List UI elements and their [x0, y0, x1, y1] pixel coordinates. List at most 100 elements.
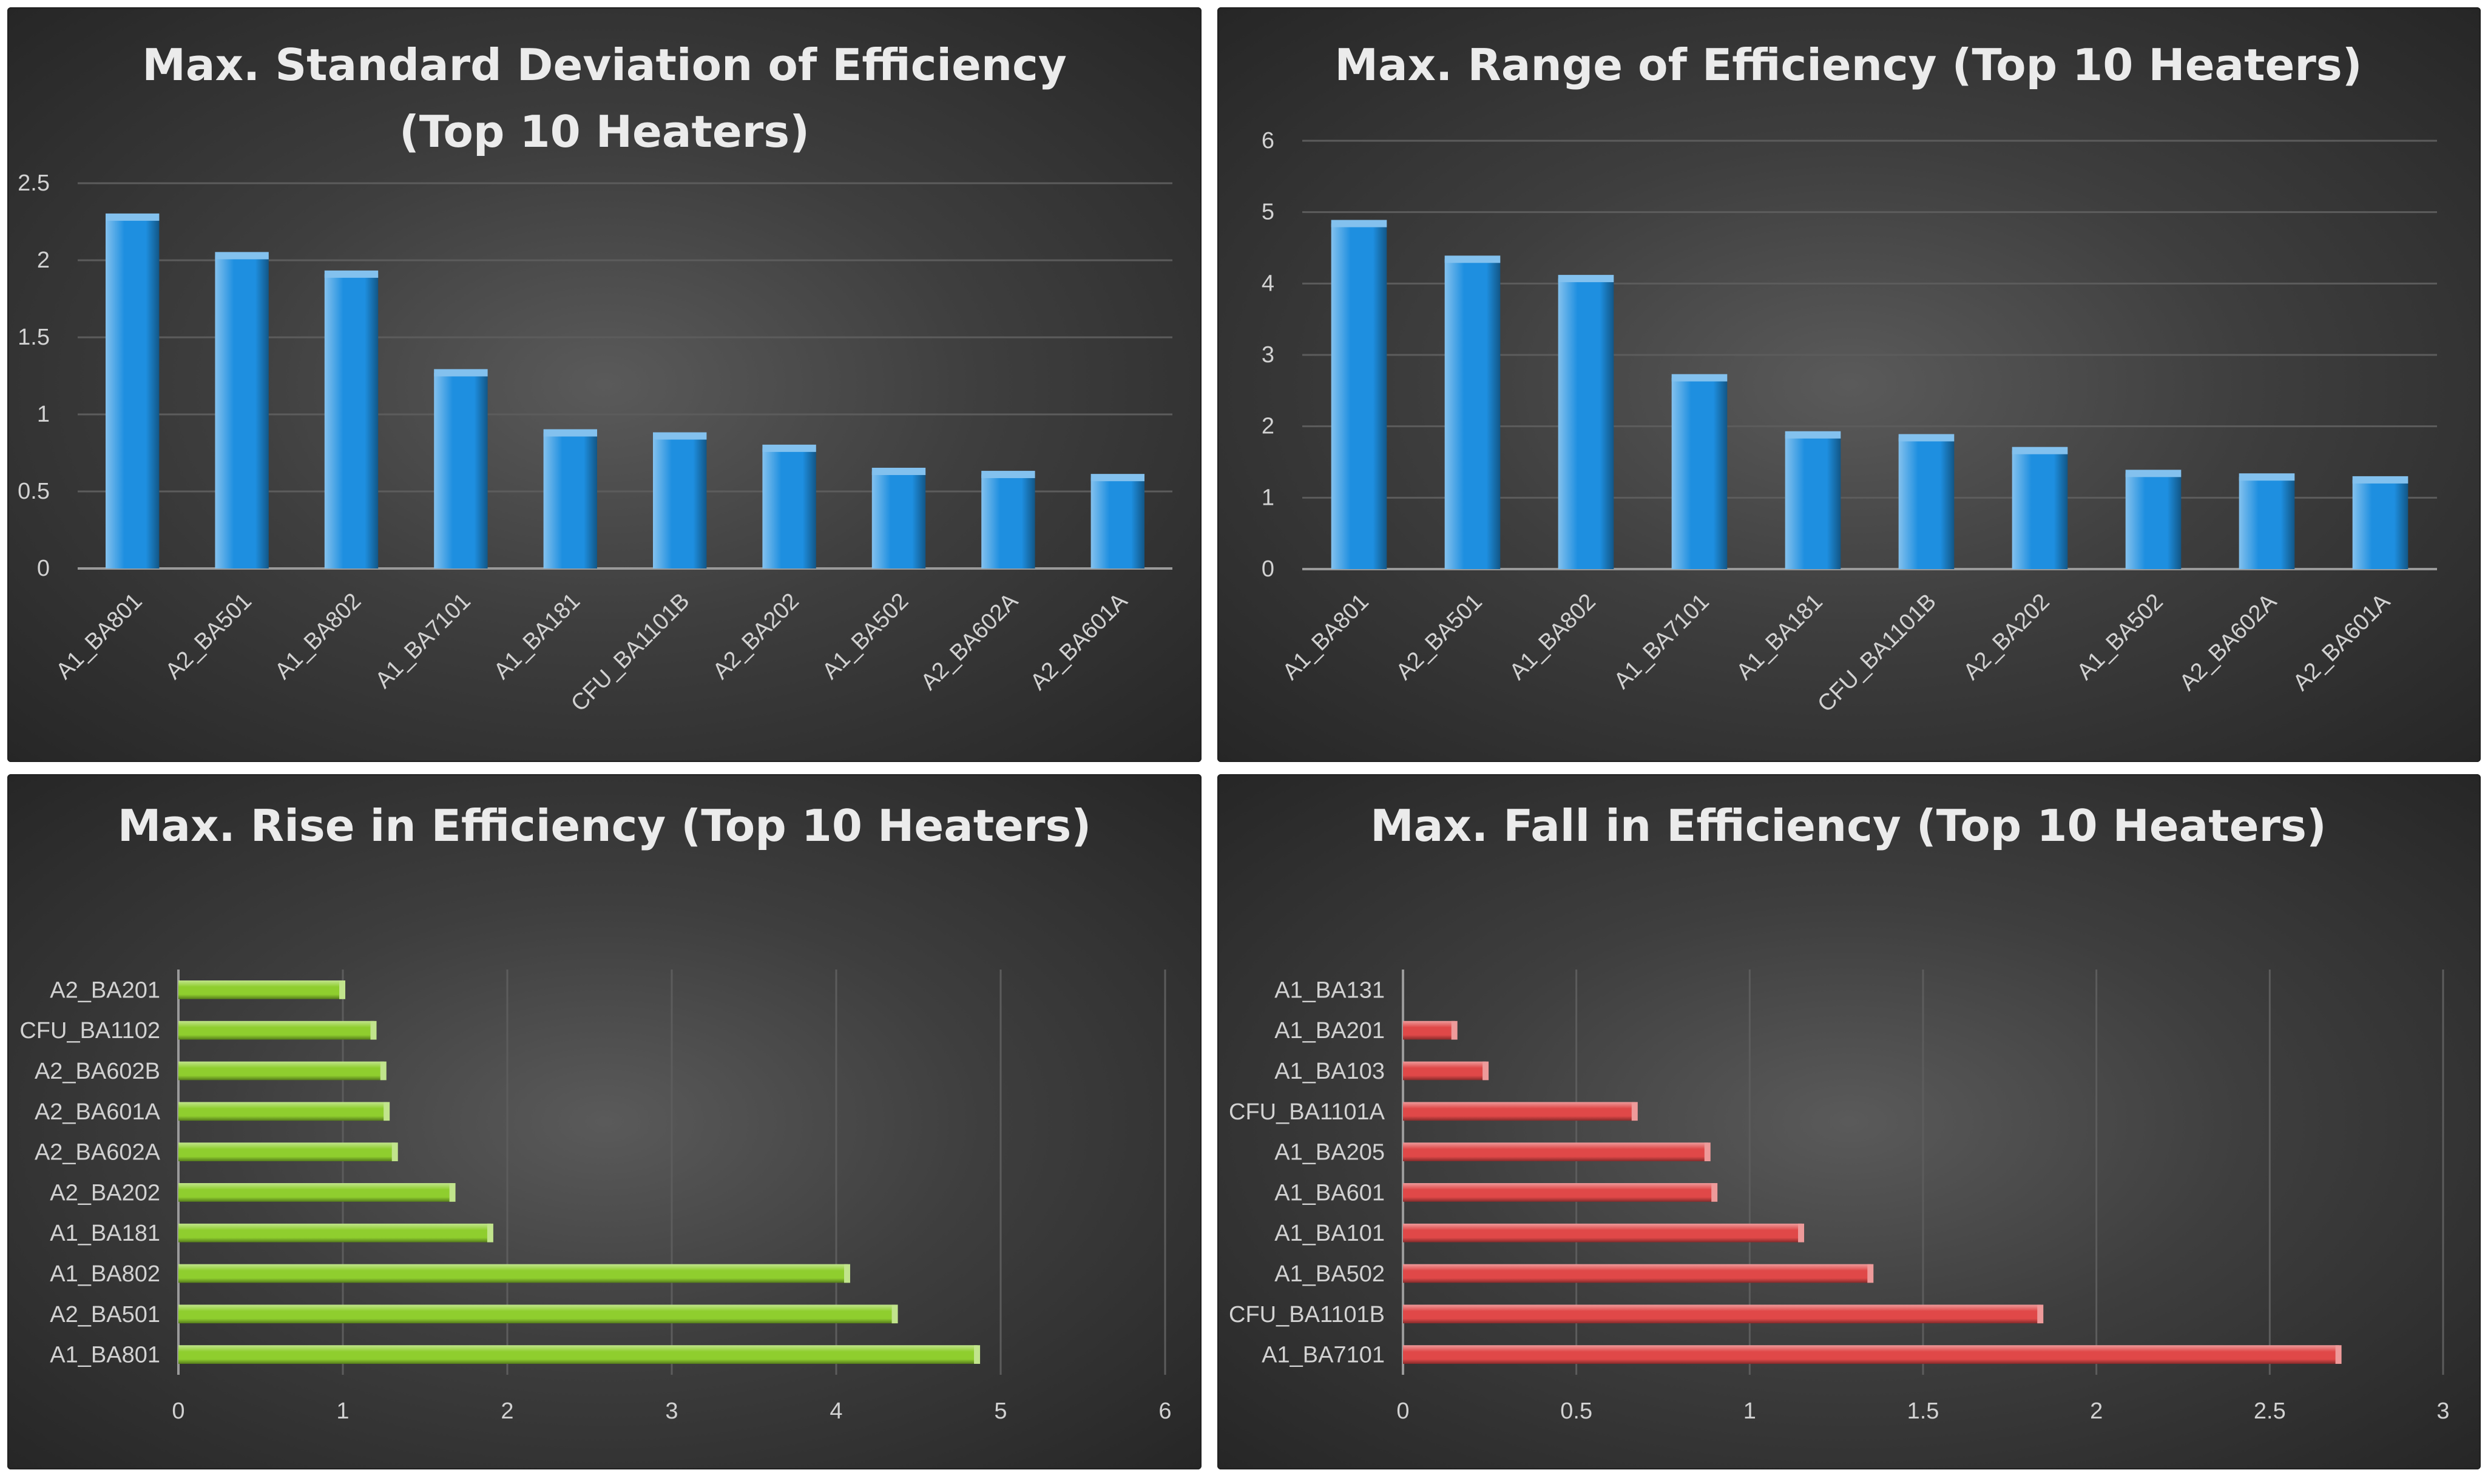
bar-cap [215, 252, 269, 260]
bar-cap [324, 270, 379, 278]
x-category-label: A1_BA502 [817, 589, 913, 684]
chart-title-line: (Top 10 Heaters) [399, 106, 810, 157]
bar-cap [1090, 474, 1144, 482]
x-tick-label: 2 [2090, 1398, 2103, 1424]
y-category-label: A1_BA103 [1274, 1059, 1385, 1084]
bar-cap [2239, 473, 2295, 481]
bar-cap [981, 471, 1035, 479]
x-category-label: A2_BA601A [2288, 589, 2396, 696]
chart-title-line: Max. Fall in Efficiency (Top 10 Heaters) [1370, 800, 2327, 851]
x-tick-label: 2.5 [2254, 1398, 2286, 1424]
bar-cap [974, 1345, 981, 1364]
y-category-label: A1_BA181 [50, 1221, 160, 1246]
bar-a1-ba502 [1403, 1264, 1871, 1283]
x-category-label: A2_BA202 [1959, 589, 2055, 685]
bar-a2-ba602a [981, 474, 1035, 568]
bar-a1-ba801 [106, 217, 160, 568]
y-category-label: A1_BA801 [50, 1343, 160, 1368]
y-tick-label: 1 [37, 402, 50, 427]
bar-a1-ba802 [178, 1264, 848, 1283]
bar-a2-ba602a [178, 1142, 396, 1161]
y-tick-label: 6 [1262, 128, 1274, 153]
bar-cap [2335, 1345, 2342, 1364]
x-category-label: A1_BA802 [270, 589, 366, 684]
x-category-label: A1_BA801 [51, 589, 147, 684]
bar-a1-ba7101 [434, 373, 488, 568]
x-tick-label: 3 [665, 1398, 678, 1424]
y-tick-label: 0 [37, 556, 50, 581]
bar-cap [871, 467, 926, 475]
bar-a1-ba7101 [1403, 1345, 2339, 1364]
x-category-label: A2_BA501 [1391, 589, 1487, 685]
bar-cap [384, 1102, 390, 1121]
bar-a2-ba501 [215, 255, 269, 568]
bar-a1-ba802 [1558, 278, 1614, 569]
bar-a1-ba205 [1403, 1142, 1708, 1161]
x-tick-label: 1 [1743, 1398, 1756, 1424]
chart-fall: Max. Fall in Efficiency (Top 10 Heaters)… [1229, 800, 2450, 1424]
bar-cap [1331, 220, 1387, 228]
x-category-label: A1_BA181 [489, 589, 585, 684]
chart-title-line: Max. Rise in Efficiency (Top 10 Heaters) [118, 800, 1092, 851]
bar-a1-ba502 [2125, 473, 2182, 569]
bar-cfu-ba1101b [653, 436, 707, 568]
bar-a1-ba801 [178, 1345, 978, 1364]
y-category-label: A1_BA7101 [1262, 1343, 1385, 1368]
bar-a2-ba501 [1444, 259, 1501, 569]
bar-a2-ba202 [178, 1183, 453, 1202]
x-tick-label: 1 [336, 1398, 349, 1424]
bar-cap [543, 429, 597, 437]
bar-cap [1898, 434, 1955, 442]
chart-range: Max. Range of Efficiency (Top 10 Heaters… [1262, 39, 2437, 717]
y-category-label: CFU_BA1101A [1229, 1099, 1385, 1125]
chart-rise: Max. Rise in Efficiency (Top 10 Heaters)… [19, 800, 1171, 1424]
y-category-label: A1_BA601 [1274, 1180, 1385, 1206]
y-tick-label: 0.5 [18, 479, 50, 504]
bar-cap [653, 432, 707, 440]
bar-cap [1867, 1264, 1874, 1283]
bar-a2-ba601a [178, 1102, 388, 1121]
y-category-label: CFU_BA1101B [1229, 1302, 1385, 1327]
bar-cap [434, 369, 488, 377]
bar-cap [380, 1061, 387, 1081]
chart-title-line: Max. Standard Deviation of Efficiency [142, 39, 1067, 90]
bar-a2-ba202 [762, 448, 816, 568]
bar-cap [2037, 1304, 2044, 1324]
y-category-label: A2_BA602A [35, 1140, 161, 1165]
x-tick-label: 0.5 [1560, 1398, 1592, 1424]
bar-cap [1482, 1061, 1489, 1081]
y-category-label: A1_BA131 [1274, 977, 1385, 1003]
y-tick-label: 2 [37, 248, 50, 273]
x-tick-label: 6 [1158, 1398, 1171, 1424]
bar-a2-ba501 [178, 1304, 896, 1324]
y-category-label: A2_BA501 [50, 1302, 160, 1327]
bar-cap [2125, 470, 2182, 477]
x-category-label: A1_BA801 [1278, 589, 1374, 685]
y-category-label: A2_BA601A [35, 1099, 161, 1125]
y-category-label: A1_BA502 [1274, 1261, 1385, 1287]
bar-a1-ba502 [871, 471, 926, 568]
y-category-label: A2_BA201 [50, 977, 160, 1003]
bar-cap [339, 980, 345, 999]
y-tick-label: 3 [1262, 342, 1274, 368]
x-tick-label: 0 [1396, 1398, 1409, 1424]
x-tick-label: 4 [830, 1398, 842, 1424]
bar-cap [449, 1183, 456, 1202]
x-category-label: A1_BA7101 [371, 589, 476, 693]
y-tick-label: 0 [1262, 556, 1274, 582]
bar-a1-ba801 [1331, 223, 1387, 569]
bar-cap [1798, 1223, 1805, 1243]
bar-cap [1671, 374, 1728, 382]
x-category-label: A1_BA181 [1732, 589, 1828, 685]
bar-cap [891, 1304, 898, 1324]
x-category-label: A1_BA7101 [1609, 589, 1714, 694]
bar-cfu-ba1101b [1403, 1304, 2041, 1324]
bar-cfu-ba1102 [178, 1020, 374, 1040]
y-tick-label: 2 [1262, 414, 1274, 439]
x-category-label: A2_BA501 [161, 589, 257, 684]
chart-std-dev: Max. Standard Deviation of Efficiency (To… [18, 39, 1172, 717]
bar-cap [370, 1020, 377, 1040]
bar-cap [487, 1223, 493, 1243]
y-category-label: A1_BA101 [1274, 1221, 1385, 1246]
bar-a2-ba602a [2239, 477, 2295, 569]
